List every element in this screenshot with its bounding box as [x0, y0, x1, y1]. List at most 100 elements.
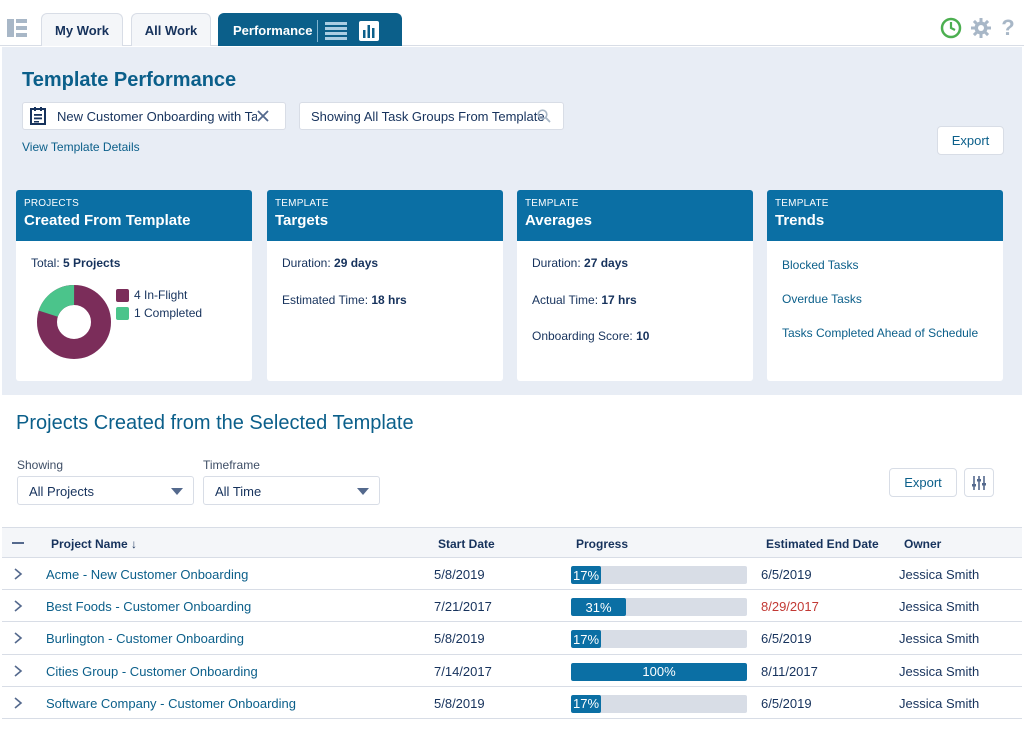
legend-swatch [116, 288, 129, 302]
project-name-link[interactable]: Cities Group - Customer Onboarding [46, 663, 258, 679]
progress-bar: 100% [571, 662, 747, 681]
table-row: Acme - New Customer Onboarding 5/8/2019 … [2, 558, 1022, 591]
chevron-right-icon[interactable] [13, 664, 23, 677]
chevron-right-icon[interactable] [13, 697, 23, 709]
metric-value: 10 [636, 329, 650, 343]
card-body: Total: 5 Projects 4 In-Flight 1 Complete… [16, 241, 252, 359]
card-kicker: TEMPLATE [775, 198, 829, 209]
legend-label: 1 Completed [134, 306, 203, 320]
table-body: Acme - New Customer Onboarding 5/8/2019 … [2, 558, 1022, 719]
table-row: Burlington - Customer Onboarding 5/8/201… [2, 622, 1022, 655]
table-row: Software Company - Customer Onboarding 5… [2, 687, 1022, 719]
gear-icon[interactable] [970, 17, 992, 39]
chevron-right-icon[interactable] [13, 600, 23, 612]
overdue-tasks-link[interactable]: Overdue Tasks [782, 292, 862, 306]
column-header-progress[interactable]: Progress [576, 537, 629, 551]
target-estimated-time: Estimated Time: 18 hrs [282, 293, 503, 330]
project-name-link[interactable]: Software Company - Customer Onboarding [46, 695, 297, 711]
column-header-project-name[interactable]: Project Name ↓ [51, 537, 138, 551]
card-header: TEMPLATE Targets [267, 190, 503, 241]
end-date: 6/5/2019 [761, 567, 812, 582]
showing-select-value: All Projects [29, 484, 95, 499]
export-template-button[interactable]: Export [937, 126, 1004, 155]
column-header-start-date[interactable]: Start Date [438, 537, 495, 551]
legend-item-in-flight: 4 In-Flight [116, 286, 202, 304]
total-value: 5 Projects [63, 256, 121, 270]
tab-divider [317, 20, 318, 42]
card-body: Duration: 27 days Actual Time: 17 hrs On… [517, 241, 753, 366]
target-duration: Duration: 29 days [282, 256, 503, 293]
metric-value: 17 hrs [601, 292, 637, 307]
end-date: 6/5/2019 [761, 695, 812, 711]
card-kicker: PROJECTS [24, 198, 79, 209]
progress-bar: 17% [571, 694, 747, 713]
progress-fill: 31% [571, 598, 626, 617]
owner: Jessica Smith [899, 663, 980, 679]
utility-icons: ? [940, 17, 1016, 39]
chevron-right-icon[interactable] [13, 568, 23, 580]
card-projects-created: PROJECTS Created From Template Total: 5 … [16, 190, 252, 381]
card-trends: TEMPLATE Trends Blocked Tasks Overdue Ta… [767, 190, 1003, 381]
card-averages: TEMPLATE Averages Duration: 27 days Actu… [517, 190, 753, 381]
close-icon[interactable] [257, 110, 269, 122]
tab-my-work[interactable]: My Work [41, 13, 123, 46]
tab-performance[interactable]: Performance [218, 13, 402, 46]
collapse-all-icon[interactable] [12, 542, 24, 545]
metric-label: Duration: [282, 256, 331, 270]
progress-bar: 17% [571, 566, 747, 584]
view-template-details-link[interactable]: View Template Details [22, 140, 140, 154]
projects-section-title: Projects Created from the Selected Templ… [16, 412, 414, 434]
ahead-of-schedule-link[interactable]: Tasks Completed Ahead of Schedule [782, 326, 979, 340]
progress-bar: 17% [571, 630, 747, 649]
column-header-owner[interactable]: Owner [904, 537, 942, 551]
template-icon [30, 107, 46, 125]
project-name-link[interactable]: Burlington - Customer Onboarding [46, 631, 244, 647]
chart-view-icon[interactable] [359, 21, 379, 41]
metric-label: Onboarding Score: [532, 329, 633, 343]
chevron-down-icon [357, 488, 369, 495]
average-actual-time: Actual Time: 17 hrs [532, 293, 753, 330]
table-header: Project Name ↓ Start Date Progress Estim… [2, 527, 1022, 558]
export-projects-button[interactable]: Export [889, 468, 957, 497]
template-lookup[interactable]: New Customer Onboarding with Tas [22, 102, 286, 130]
card-targets: TEMPLATE Targets Duration: 29 days Estim… [267, 190, 503, 381]
end-date: 6/5/2019 [761, 631, 812, 647]
legend-item-completed: 1 Completed [116, 304, 202, 322]
owner: Jessica Smith [899, 599, 980, 615]
end-date: 8/11/2017 [761, 663, 818, 679]
metric-label: Actual Time: [532, 292, 599, 307]
app-launcher-icon[interactable] [6, 18, 28, 38]
task-group-filter[interactable]: Showing All Task Groups From Template [299, 102, 564, 130]
task-group-filter-text: Showing All Task Groups From Template [311, 108, 545, 124]
timeframe-label: Timeframe [203, 458, 260, 472]
project-name-link[interactable]: Acme - New Customer Onboarding [46, 567, 249, 582]
list-view-icon[interactable] [325, 22, 347, 40]
progress-fill: 17% [571, 694, 601, 713]
column-settings-button[interactable] [964, 468, 994, 497]
clock-icon[interactable] [940, 17, 962, 39]
owner: Jessica Smith [899, 631, 980, 647]
column-settings-icon [972, 475, 986, 490]
progress-bar: 31% [571, 598, 747, 617]
project-name-link[interactable]: Best Foods - Customer Onboarding [46, 599, 252, 615]
help-icon[interactable]: ? [1000, 17, 1016, 39]
template-performance-header: Template Performance New Customer Onboar… [2, 47, 1022, 395]
chevron-right-icon[interactable] [13, 632, 23, 644]
card-header: TEMPLATE Averages [517, 190, 753, 241]
tab-bar: My Work All Work Performance [0, 10, 1024, 46]
start-date: 5/8/2019 [434, 695, 485, 711]
column-header-end-date[interactable]: Estimated End Date [766, 537, 879, 551]
start-date: 5/8/2019 [434, 567, 485, 582]
average-onboarding-score: Onboarding Score: 10 [532, 329, 753, 366]
page-title: Template Performance [22, 69, 237, 91]
project-status-donut [37, 285, 111, 359]
tab-all-work[interactable]: All Work [131, 13, 211, 46]
blocked-tasks-link[interactable]: Blocked Tasks [782, 258, 859, 272]
card-title: Created From Template [24, 212, 191, 229]
table-row: Cities Group - Customer Onboarding 7/14/… [2, 655, 1022, 687]
metric-label: Duration: [532, 256, 581, 270]
showing-select[interactable]: All Projects [17, 476, 194, 505]
progress-fill: 100% [571, 662, 747, 681]
start-date: 7/14/2017 [434, 663, 492, 679]
timeframe-select[interactable]: All Time [203, 476, 380, 505]
